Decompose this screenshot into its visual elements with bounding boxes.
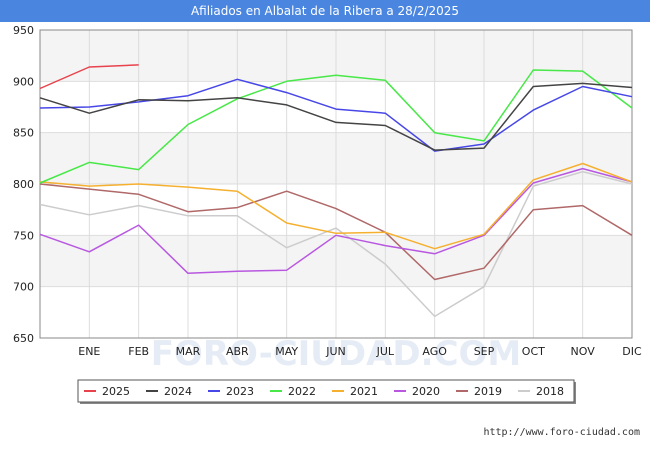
y-tick-label: 750 <box>13 229 34 242</box>
x-tick-label: MAY <box>275 345 298 358</box>
y-tick-label: 950 <box>13 24 34 37</box>
series-line-2021 <box>39 162 633 250</box>
x-tick-label: OCT <box>522 345 545 358</box>
y-tick-label: 650 <box>13 332 34 345</box>
legend-label-2019: 2019 <box>474 385 502 398</box>
x-tick-label: NOV <box>571 345 596 358</box>
watermark: FORO-CIUDAD.COM <box>151 334 522 374</box>
legend-label-2024: 2024 <box>164 385 192 398</box>
y-tick-label: 900 <box>13 75 34 88</box>
x-tick-label: JUN <box>325 345 346 358</box>
chart-title: Afiliados en Albalat de la Ribera a 28/2… <box>0 0 650 22</box>
legend <box>77 379 575 403</box>
series-line-2024 <box>39 82 633 151</box>
series-line-2022 <box>39 69 633 184</box>
x-tick-label: FEB <box>128 345 149 358</box>
legend-label-2018: 2018 <box>536 385 564 398</box>
legend-label-2022: 2022 <box>288 385 316 398</box>
x-tick-label: ABR <box>226 345 249 358</box>
series-line-2025 <box>39 64 139 90</box>
series-line-2020 <box>39 167 633 275</box>
legend-label-2025: 2025 <box>102 385 130 398</box>
x-tick-label: ENE <box>78 345 100 358</box>
legend-label-2023: 2023 <box>226 385 254 398</box>
x-tick-label: JUL <box>376 345 395 358</box>
x-tick-label: SEP <box>474 345 495 358</box>
y-tick-label: 800 <box>13 178 34 191</box>
x-tick-label: AGO <box>422 345 447 358</box>
legend-label-2020: 2020 <box>412 385 440 398</box>
legend-label-2021: 2021 <box>350 385 378 398</box>
series-line-2018 <box>39 170 633 318</box>
series-line-2023 <box>39 78 633 152</box>
y-tick-label: 850 <box>13 127 34 140</box>
x-tick-label: MAR <box>176 345 201 358</box>
source-url: http://www.foro-ciudad.com <box>483 427 640 438</box>
series-line-2019 <box>39 183 633 281</box>
y-tick-label: 700 <box>13 281 34 294</box>
x-tick-label: DIC <box>622 345 642 358</box>
